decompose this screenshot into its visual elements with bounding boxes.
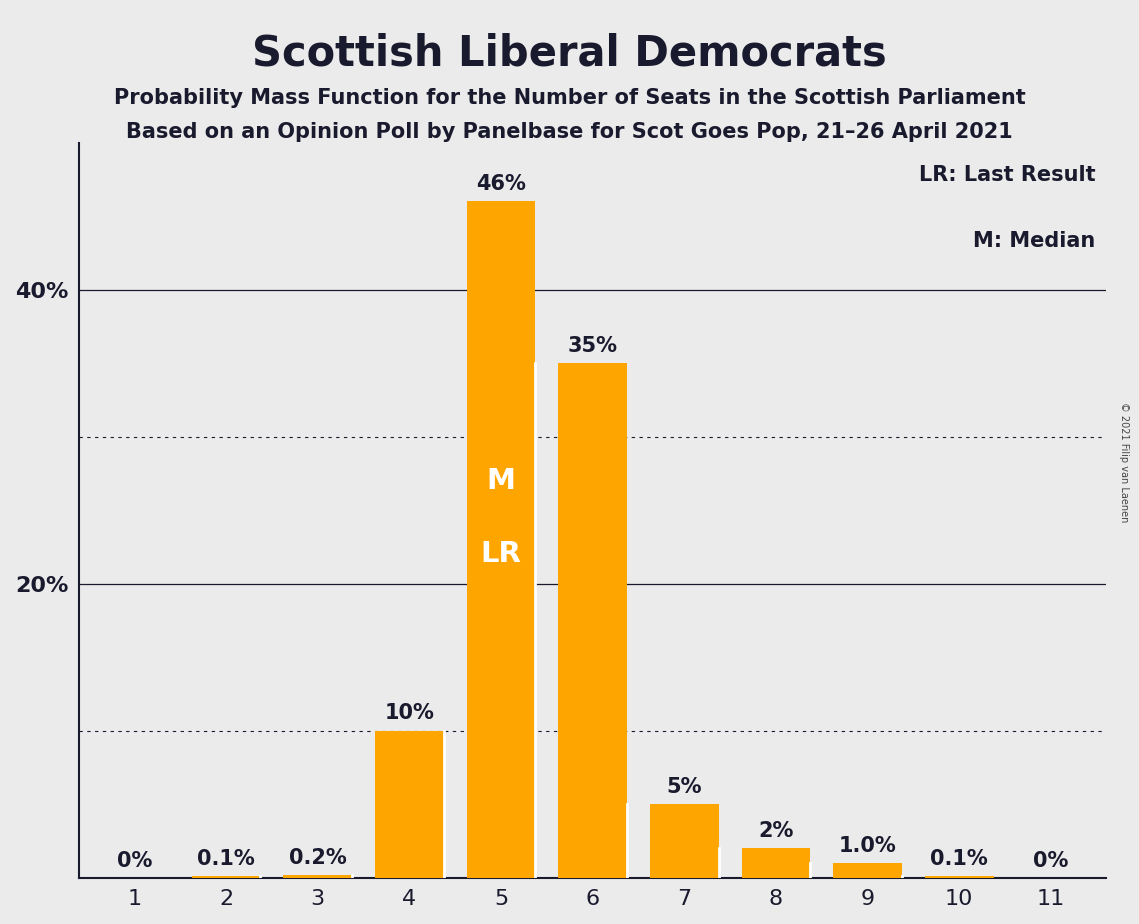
Text: © 2021 Filip van Laenen: © 2021 Filip van Laenen <box>1120 402 1129 522</box>
Bar <box>558 363 626 878</box>
Bar <box>284 875 352 878</box>
Text: 0.1%: 0.1% <box>931 849 988 869</box>
Bar <box>191 877 261 878</box>
Text: 46%: 46% <box>476 174 526 194</box>
Text: 2%: 2% <box>759 821 794 841</box>
Bar <box>650 805 719 878</box>
Bar <box>833 863 902 878</box>
Bar <box>741 848 810 878</box>
Bar <box>375 731 444 878</box>
Text: LR: LR <box>481 541 522 568</box>
Text: 5%: 5% <box>666 777 702 797</box>
Text: Probability Mass Function for the Number of Seats in the Scottish Parliament: Probability Mass Function for the Number… <box>114 88 1025 108</box>
Bar <box>467 201 535 878</box>
Text: 35%: 35% <box>567 335 617 356</box>
Text: 0.2%: 0.2% <box>289 847 346 868</box>
Text: M: M <box>486 467 516 494</box>
Text: 0%: 0% <box>1033 850 1068 870</box>
Text: Based on an Opinion Poll by Panelbase for Scot Goes Pop, 21–26 April 2021: Based on an Opinion Poll by Panelbase fo… <box>126 122 1013 142</box>
Text: Scottish Liberal Democrats: Scottish Liberal Democrats <box>252 32 887 74</box>
Text: 0.1%: 0.1% <box>197 849 255 869</box>
Text: M: Median: M: Median <box>973 231 1096 250</box>
Text: LR: Last Result: LR: Last Result <box>919 164 1096 185</box>
Text: 1.0%: 1.0% <box>838 836 896 856</box>
Bar <box>925 877 993 878</box>
Text: 0%: 0% <box>117 850 153 870</box>
Text: 10%: 10% <box>385 703 434 723</box>
